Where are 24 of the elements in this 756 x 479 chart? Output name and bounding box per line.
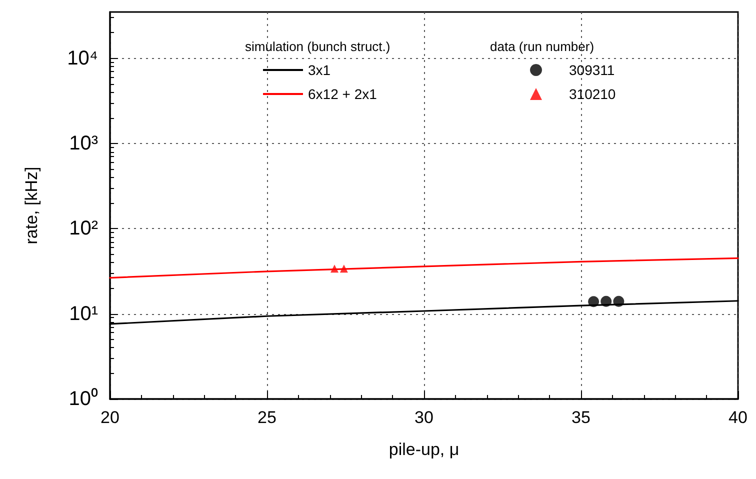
point (588, 296, 600, 308)
legend-label: 310210 (569, 86, 616, 102)
point (600, 296, 612, 307)
point (330, 264, 339, 273)
y-axis-title: rate, [kHz] (22, 166, 41, 244)
legend-title: simulation (bunch struct.) (245, 39, 390, 54)
legend-label: 3x1 (308, 62, 331, 78)
legend-label: 6x12 + 2x1 (308, 86, 378, 102)
x-tick-label: 30 (414, 408, 434, 427)
x-tick-label: 20 (100, 408, 120, 427)
x-tick-label: 25 (258, 408, 276, 427)
x-axis-title: pile-up, μ (388, 440, 460, 459)
x-tick-label: 40 (728, 408, 748, 427)
y-tick-label: 10² (69, 218, 98, 240)
point (613, 296, 624, 307)
y-tick-label: 10⁴ (67, 47, 98, 70)
point (340, 264, 348, 273)
y-tick-label: 10³ (69, 132, 98, 154)
line-series (109, 257, 739, 279)
y-tick-label: 10¹ (69, 302, 98, 325)
annotation: data (run number) (490, 39, 594, 54)
y-tick-label: 10⁰ (68, 387, 98, 410)
legend-label: 309311 (569, 62, 615, 78)
x-tick-label: 35 (572, 408, 590, 427)
